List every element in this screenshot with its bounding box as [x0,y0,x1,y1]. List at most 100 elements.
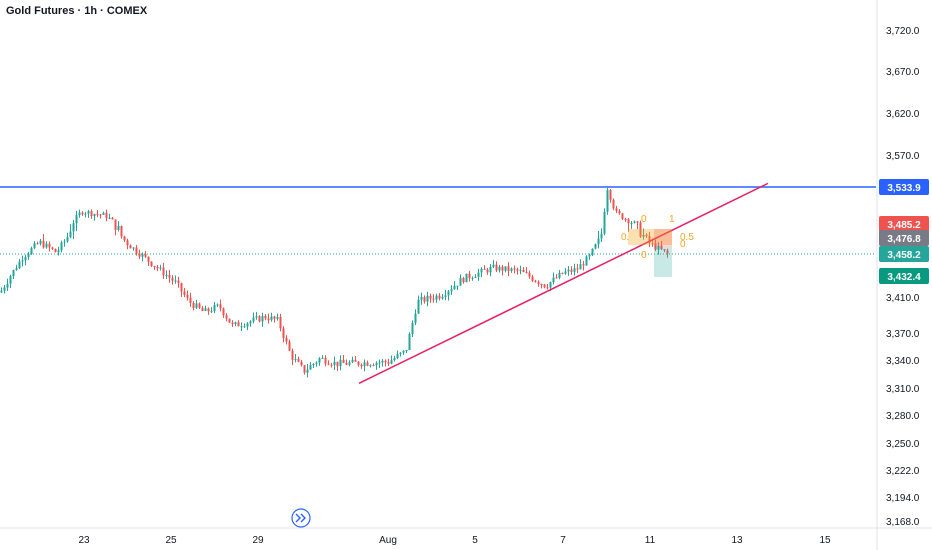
candle-body [348,362,351,365]
price-badge-label: 3,533.9 [887,183,921,194]
candle-body [39,240,42,244]
candle-body [492,264,495,267]
x-tick-label: 5 [472,535,478,546]
candle-body [156,266,159,269]
candle-body [246,323,249,327]
y-tick-label: 3,194.0 [886,493,920,504]
candle-body [561,272,564,274]
candle-body [294,358,297,360]
candle-body [459,277,462,286]
candle-body [477,272,480,277]
candle-body [330,364,333,366]
candle-body [24,257,27,261]
candle-body [192,303,195,308]
price-badge-label: 3,476.8 [887,234,921,245]
candle-body [486,269,489,273]
candle-body [45,243,48,248]
candle-body [168,274,171,278]
candle-body [357,361,360,365]
candle-body [597,238,600,245]
candle-body [372,365,375,367]
candle-body [84,213,87,215]
candle-body [261,315,264,322]
candle-body [336,361,339,367]
candle-body [444,295,447,297]
candle-body [213,305,216,312]
price-badge [879,230,929,246]
candle-body [531,276,534,281]
candle-body [438,295,441,299]
candle-body [519,270,522,272]
fib-label: 0 [641,250,647,261]
candle-body [570,269,573,272]
candle-body [240,326,243,328]
candle-body [36,243,39,245]
candle-body [72,223,75,232]
candle-body [642,234,645,237]
candle-body [21,260,24,262]
candle-body [315,362,318,364]
candle-body [18,261,21,269]
candle-body [627,219,630,224]
y-tick-label: 3,410.0 [886,293,920,304]
candle-body [96,213,99,215]
candle-body [135,247,138,254]
candle-body [564,271,567,274]
candle-body [525,272,528,274]
candle-body [309,365,312,370]
candle-body [183,291,186,295]
candle-body [117,225,120,231]
candle-body [165,274,168,276]
candle-body [66,237,69,242]
candle-body [351,359,354,363]
candle-body [342,359,345,363]
candle-body [639,222,642,237]
price-badge [879,216,929,232]
candle-body [108,217,111,219]
candle-body [423,297,426,302]
y-tick-label: 3,280.0 [886,411,920,422]
candle-body [273,316,276,319]
candle-body [81,212,84,215]
candle-body [465,273,468,283]
candle-body [207,308,210,312]
candle-body [162,267,165,276]
candle-body [297,358,300,362]
candle-body [186,294,189,298]
candle-body [624,219,627,221]
candle-body [618,210,621,214]
candle-body [420,297,423,300]
candle-body [378,362,381,364]
y-tick-label: 3,222.0 [886,466,920,477]
y-tick-label: 3,670.0 [886,67,920,78]
candle-body [582,264,585,266]
candle-body [552,277,555,283]
candle-body [228,318,231,323]
candle-body [270,316,273,321]
candle-body [417,299,420,314]
candle-body [480,268,483,273]
candle-body [633,221,636,223]
candle-body [393,358,396,361]
candle-body [609,189,612,200]
candle-body [462,277,465,283]
candle-body [543,284,546,288]
candle-body [654,243,657,250]
x-tick-label: 15 [819,535,831,546]
y-tick-label: 3,310.0 [886,384,920,395]
double-chevron-right-icon[interactable] [291,508,311,528]
candle-body [189,297,192,304]
candle-body [390,360,393,364]
candle-body [195,303,198,308]
candle-body [528,272,531,277]
candle-body [663,249,666,251]
candle-body [216,304,219,306]
candle-body [387,362,390,364]
candle-body [231,322,234,325]
candle-body [180,283,183,292]
candle-body [411,322,414,335]
candle-body [540,284,543,286]
candle-body [489,266,492,273]
candle-body [42,240,45,248]
